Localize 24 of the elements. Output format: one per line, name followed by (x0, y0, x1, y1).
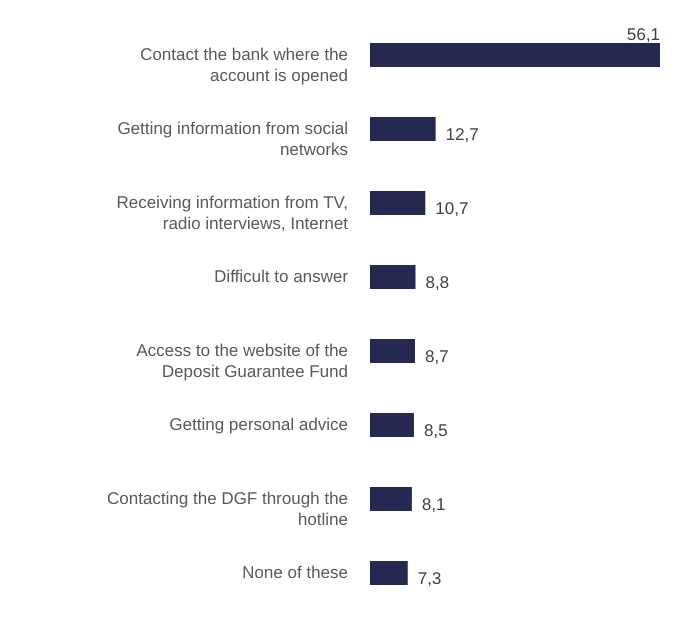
y-tick-label: Contacting the DGF through the hotline (107, 489, 348, 529)
data-label: 12,7 (446, 125, 479, 144)
data-label: 8,8 (425, 273, 450, 292)
y-tick-label: Getting information from social networks (117, 119, 348, 159)
data-label: 8,7 (424, 347, 449, 366)
y-tick-label: None of these (242, 563, 348, 582)
data-label: 8,5 (424, 421, 448, 440)
y-tick-label: Getting personal advice (169, 415, 348, 434)
data-label: 10,7 (435, 199, 468, 218)
y-tick-label: Contact the bank where the account is opened (140, 45, 348, 85)
y-tick-label: Receiving information from TV, radio interviews, Internet (116, 193, 348, 233)
data-label: 56,1 (626, 25, 660, 44)
bar (370, 339, 415, 363)
y-tick-label: Difficult to answer (214, 267, 348, 286)
bar (370, 117, 436, 141)
bar (370, 487, 412, 511)
bar (370, 561, 408, 585)
bar (370, 191, 426, 215)
bar (370, 413, 414, 437)
bar (370, 43, 660, 67)
bar (370, 265, 416, 289)
y-tick-label: Access to the website of the Deposit Guarantee Fund (136, 341, 348, 381)
data-label: 7,3 (418, 569, 442, 588)
data-label: 8,1 (422, 495, 446, 514)
